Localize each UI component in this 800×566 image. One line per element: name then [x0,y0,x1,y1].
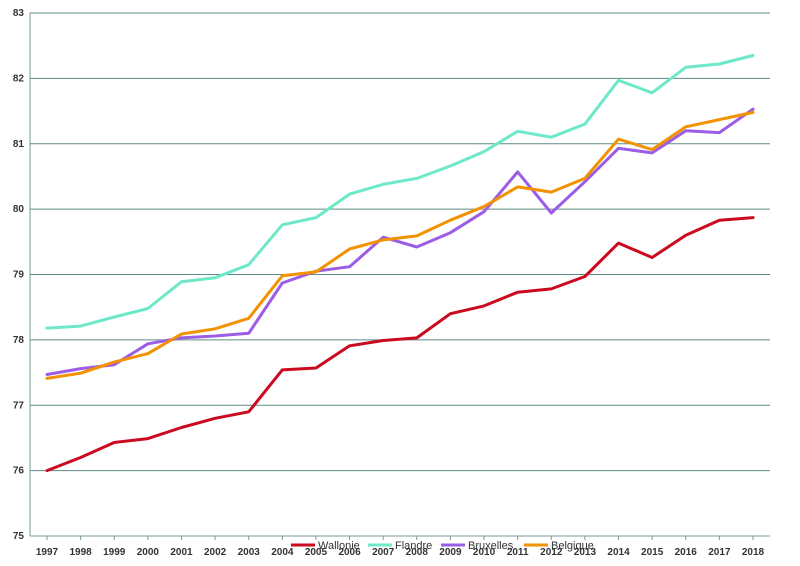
x-tick-label: 2014 [607,547,630,558]
y-tick-label: 83 [13,8,25,19]
series-line-wallonie [45,216,755,473]
series-line-belgique [45,110,755,380]
y-tick-label: 81 [13,139,25,150]
gridlines [30,12,770,537]
x-tick-label: 2002 [204,547,227,558]
x-tick-label: 2000 [137,547,160,558]
legend-label-bruxelles: Bruxelles [468,540,514,552]
x-tick-label: 1997 [36,547,59,558]
y-tick-label: 80 [13,204,25,215]
x-tick-label: 2009 [439,547,462,558]
x-tick-label: 2007 [372,547,395,558]
x-tick-label: 2012 [540,547,563,558]
x-tick-label: 2016 [675,547,698,558]
x-tick-label: 1999 [103,547,126,558]
y-tick-label: 79 [13,270,25,281]
legend-label-flandre: Flandre [395,540,432,552]
y-tick-label: 77 [13,400,25,411]
x-tick-label: 2010 [473,547,496,558]
y-tick-label: 76 [13,466,25,477]
x-axis: 1997 1998 1999 2000 2001 2002 2003 2004 2005 2006… [36,536,765,558]
x-tick-label: 2001 [170,547,193,558]
y-tick-label: 82 [13,73,25,84]
x-tick-label: 2004 [271,547,294,558]
x-tick-label: 2003 [238,547,261,558]
legend-label-belgique: Belgique [551,540,594,552]
series-line-flandre [45,54,755,330]
y-tick-label: 78 [13,335,25,346]
x-tick-label: 2013 [574,547,597,558]
legend: Wallonie Flandre Bruxelles Belgique [291,540,594,552]
series-line-bruxelles [45,107,755,376]
x-tick-label: 2017 [708,547,731,558]
x-tick-label: 2018 [742,547,765,558]
x-tick-label: 2011 [507,547,529,558]
series-lines [45,54,755,473]
y-axis: 75 76 77 78 79 80 81 82 83 [13,8,31,542]
x-tick-label: 2015 [641,547,664,558]
y-tick-label: 75 [13,531,25,542]
x-tick-label: 2008 [406,547,429,558]
legend-label-wallonie: Wallonie [318,540,360,552]
x-tick-label: 2005 [305,547,328,558]
x-tick-label: 1998 [69,547,92,558]
x-tick-label: 2006 [338,547,361,558]
